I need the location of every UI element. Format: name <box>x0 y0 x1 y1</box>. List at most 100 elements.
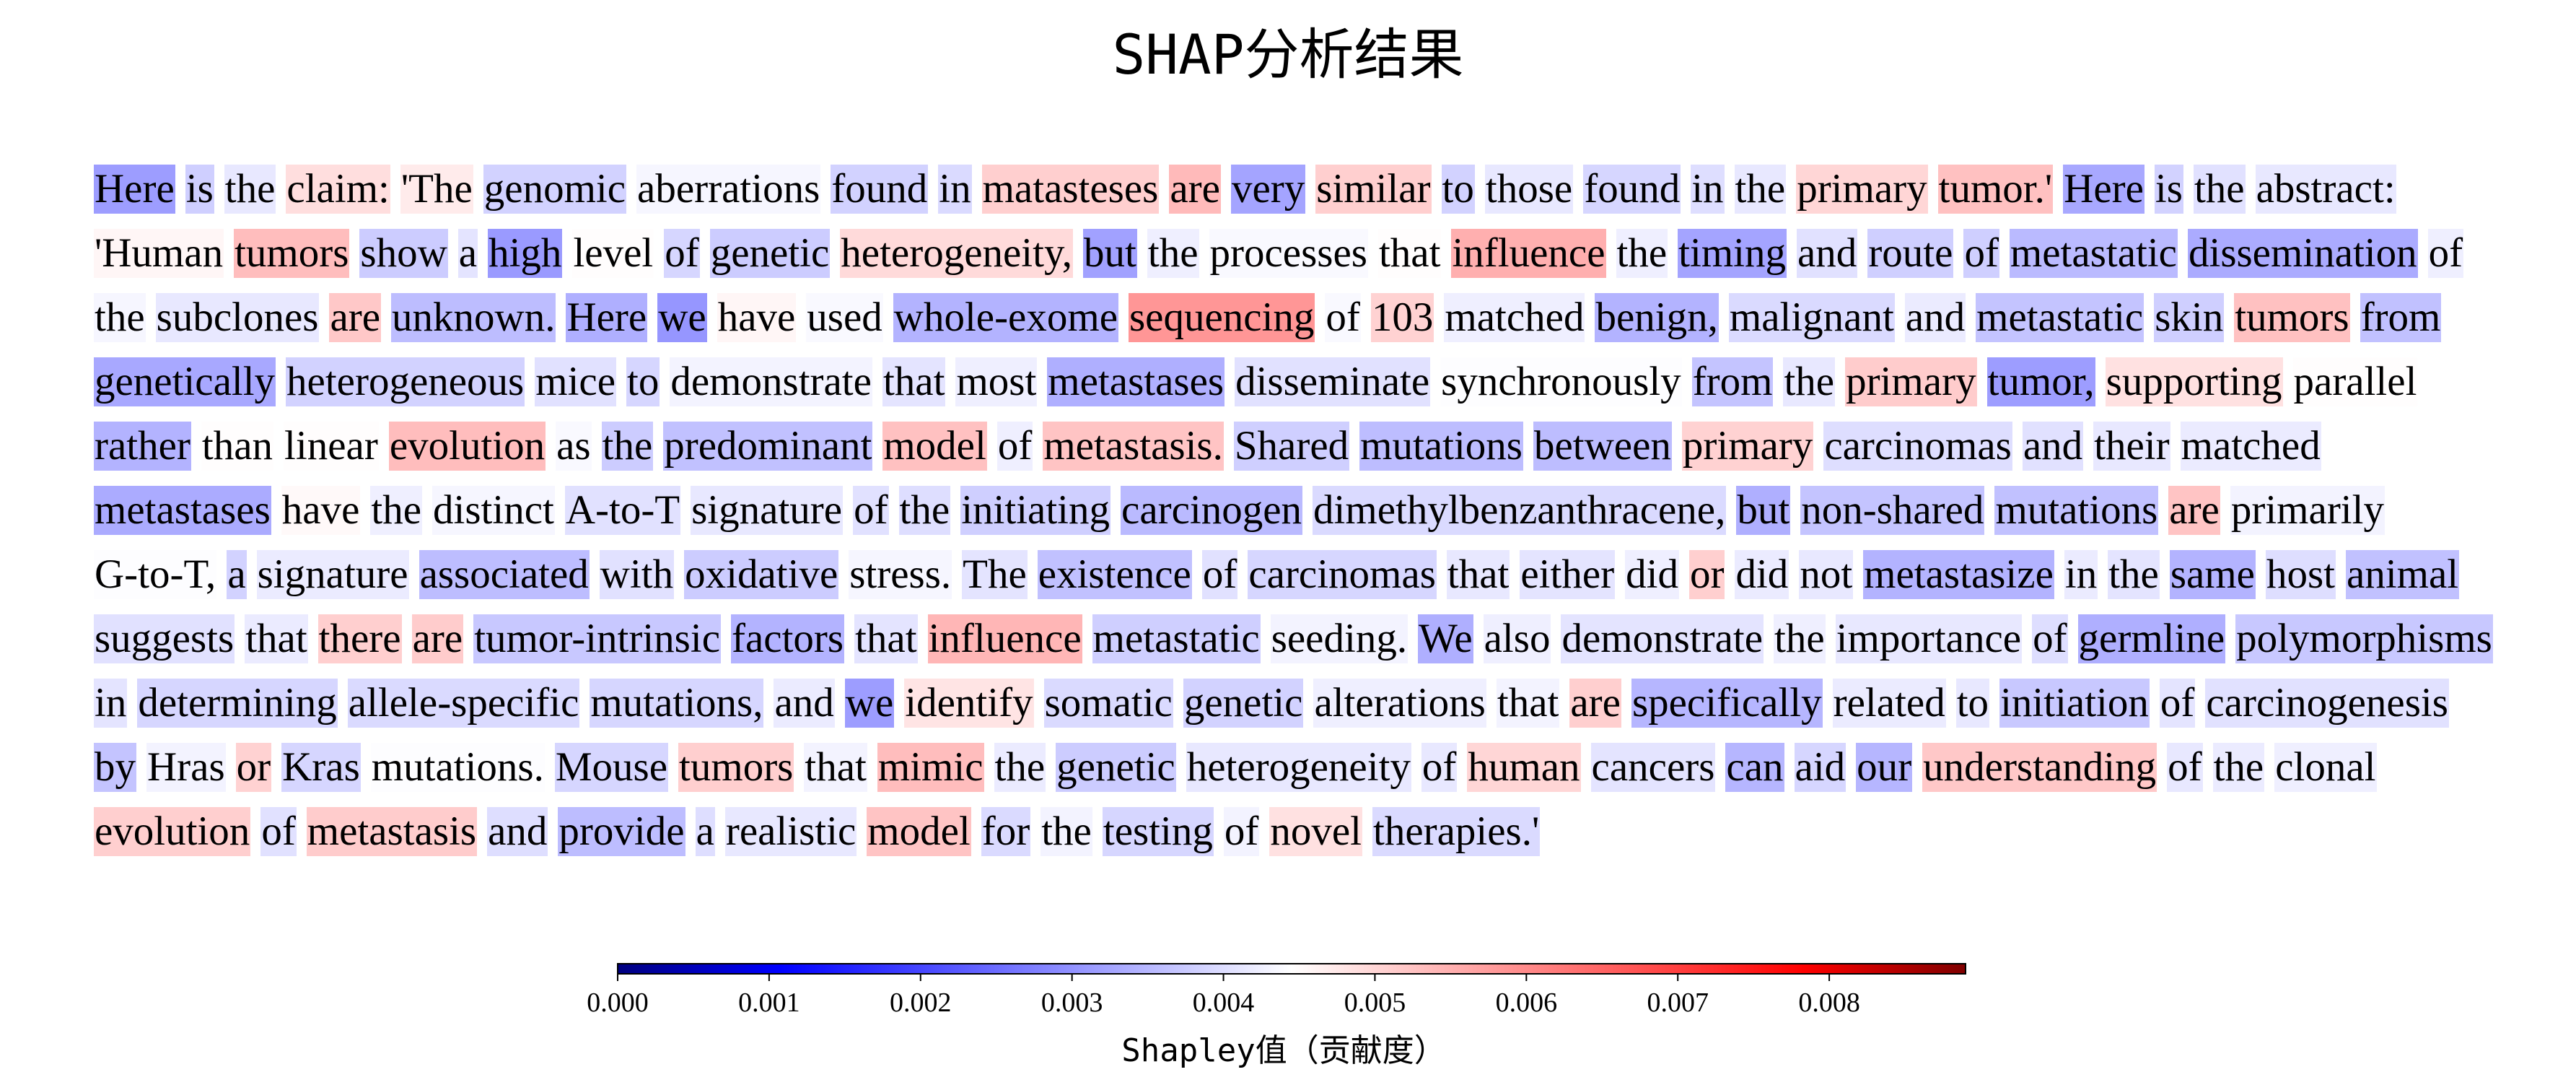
token-word: the <box>1734 165 1787 214</box>
token-word: can <box>1725 743 1784 792</box>
token-word: We <box>1418 614 1473 663</box>
token-word: primary <box>1845 357 1977 406</box>
token-word: that <box>1446 550 1510 599</box>
token-word: primarily <box>2230 486 2385 535</box>
token-word: model <box>882 422 987 471</box>
token-word: stress. <box>849 550 952 599</box>
colorbar-tick-label: 0.006 <box>1496 988 1558 1018</box>
token-word: to <box>1441 165 1475 214</box>
token-word: carcinogen <box>1121 486 1303 535</box>
token-word: the <box>601 422 654 471</box>
token-word: metastases <box>1047 357 1225 406</box>
token-word: testing <box>1102 807 1214 856</box>
token-word: tumor, <box>1986 357 2095 406</box>
token-word: the <box>898 486 951 535</box>
token-word: very <box>1230 165 1306 214</box>
token-word: that <box>1377 229 1442 278</box>
token-word: aid <box>1794 743 1846 792</box>
token-word: of <box>1325 293 1361 342</box>
token-word: G-to-T, <box>94 550 217 599</box>
token-word: Here <box>566 293 648 342</box>
token-word: of <box>2032 614 2068 663</box>
token-word: distinct <box>432 486 555 535</box>
token-word: Shared <box>1233 422 1350 471</box>
token-word: linear <box>284 422 379 471</box>
token-word: Here <box>94 165 175 214</box>
token-word: realistic <box>724 807 857 856</box>
token-word: either <box>1520 550 1616 599</box>
token-word: metastatic <box>1092 614 1261 663</box>
token-word: the <box>1783 357 1836 406</box>
colorbar-tick-label: 0.007 <box>1647 988 1709 1018</box>
token-word: signature <box>691 486 844 535</box>
token-word: mimic <box>877 743 984 792</box>
colorbar-tick-label: 0.003 <box>1041 988 1103 1018</box>
token-word: evolution <box>388 422 546 471</box>
token-word: in <box>2064 550 2098 599</box>
token-word: host <box>2265 550 2336 599</box>
token-word: demonstrate <box>1561 614 1764 663</box>
token-word: influence <box>1451 229 1606 278</box>
token-word: between <box>1533 422 1672 471</box>
token-word: unknown. <box>391 293 556 342</box>
token-word: importance <box>1835 614 2023 663</box>
token-word: allele-specific <box>347 679 580 728</box>
token-word: clonal <box>2274 743 2377 792</box>
token-word: as <box>556 422 592 471</box>
token-word: we <box>657 293 707 342</box>
token-word: metastasize <box>1863 550 2054 599</box>
token-word: Here <box>2063 165 2145 214</box>
token-word: metastatic <box>2009 229 2178 278</box>
token-word: metastasis <box>306 807 478 856</box>
token-word: and <box>774 679 835 728</box>
token-word: the <box>1041 807 1092 856</box>
token-word: dimethylbenzanthracene, <box>1313 486 1727 535</box>
token-word: of <box>2159 679 2196 728</box>
token-word: mice <box>535 357 617 406</box>
token-word: of <box>1201 550 1238 599</box>
token-word: mutations. <box>370 743 545 792</box>
token-word: germline <box>2077 614 2226 663</box>
token-word: found <box>1583 165 1681 214</box>
token-word: found <box>831 165 929 214</box>
token-word: that <box>804 743 867 792</box>
token-word: metastasis. <box>1043 422 1224 471</box>
token-word: polymorphisms <box>2235 614 2493 663</box>
token-word: claim: <box>286 165 390 214</box>
token-word: the <box>994 743 1046 792</box>
token-word: model <box>867 807 971 856</box>
token-heatmap: Here is the claim: 'The genomic aberrations fou… <box>94 157 2504 864</box>
token-word: tumors <box>678 743 794 792</box>
token-word: factors <box>731 614 845 663</box>
colorbar-tick-label: 0.001 <box>738 988 800 1018</box>
token-word: genomic <box>483 165 627 214</box>
token-word: in <box>938 165 972 214</box>
token-word: of <box>1421 743 1458 792</box>
token-word: animal <box>2346 550 2460 599</box>
token-word: of <box>853 486 889 535</box>
token-word: are <box>1169 165 1221 214</box>
token-word: initiating <box>960 486 1111 535</box>
token-word: there <box>317 614 402 663</box>
token-word: A-to-T <box>564 486 681 535</box>
token-word: are <box>411 614 464 663</box>
token-word: understanding <box>1922 743 2157 792</box>
token-word: cancers <box>1590 743 1716 792</box>
token-word: and <box>1797 229 1858 278</box>
token-word: and <box>1904 293 1966 342</box>
token-word: are <box>2168 486 2220 535</box>
colorbar-label: Shapley值（贡献度） <box>1121 1032 1445 1069</box>
token-word: the <box>2108 550 2160 599</box>
token-word: a <box>457 229 478 278</box>
token-word: matched <box>1444 293 1585 342</box>
token-word: metastases <box>94 486 271 535</box>
token-word: for <box>981 807 1031 856</box>
token-word: our <box>1856 743 1913 792</box>
token-word: determining <box>137 679 338 728</box>
token-word: carcinomas <box>1823 422 2012 471</box>
token-word: that <box>245 614 308 663</box>
token-word: of <box>2427 229 2464 278</box>
token-word: the <box>370 486 423 535</box>
token-word: the <box>94 293 146 342</box>
token-word: human <box>1467 743 1581 792</box>
